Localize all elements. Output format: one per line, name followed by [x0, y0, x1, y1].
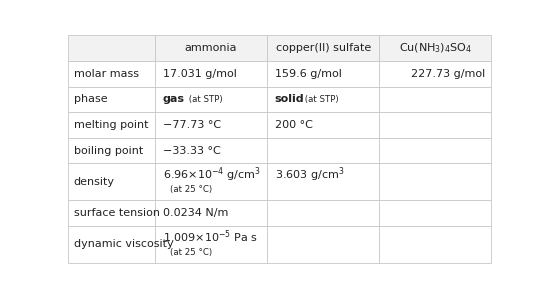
Text: 0.0234 N/m: 0.0234 N/m	[163, 208, 228, 218]
Text: gas: gas	[163, 94, 185, 104]
Bar	[155, 200, 267, 226]
Text: 3.603 g/cm$^3$: 3.603 g/cm$^3$	[275, 165, 344, 184]
Bar	[267, 35, 379, 61]
Bar	[155, 35, 267, 61]
Bar	[68, 200, 155, 226]
Bar	[379, 138, 491, 163]
Bar	[267, 200, 379, 226]
Bar	[68, 112, 155, 138]
Text: −77.73 °C: −77.73 °C	[163, 120, 221, 130]
Bar	[379, 163, 491, 200]
Bar	[267, 138, 379, 163]
Text: −33.33 °C: −33.33 °C	[163, 146, 221, 156]
Bar	[379, 35, 491, 61]
Text: (at 25 °C): (at 25 °C)	[170, 248, 212, 257]
Bar	[68, 35, 155, 61]
Bar	[379, 87, 491, 112]
Bar	[68, 138, 155, 163]
Bar	[155, 87, 267, 112]
Text: 1.009$\times$10$^{-5}$ Pa s: 1.009$\times$10$^{-5}$ Pa s	[163, 229, 258, 245]
Bar	[267, 61, 379, 87]
Text: phase: phase	[74, 94, 108, 104]
Bar	[267, 112, 379, 138]
Bar	[267, 87, 379, 112]
Text: 159.6 g/mol: 159.6 g/mol	[275, 69, 342, 79]
Bar	[379, 226, 491, 263]
Bar	[155, 61, 267, 87]
Text: melting point: melting point	[74, 120, 149, 130]
Text: molar mass: molar mass	[74, 69, 139, 79]
Bar	[379, 61, 491, 87]
Bar	[267, 163, 379, 200]
Bar	[68, 61, 155, 87]
Bar	[68, 87, 155, 112]
Bar	[68, 163, 155, 200]
Text: surface tension: surface tension	[74, 208, 160, 218]
Text: (at STP): (at STP)	[186, 95, 223, 104]
Text: solid: solid	[275, 94, 304, 104]
Text: boiling point: boiling point	[74, 146, 143, 156]
Text: dynamic viscosity: dynamic viscosity	[74, 239, 174, 249]
Text: ammonia: ammonia	[185, 43, 238, 53]
Bar	[379, 200, 491, 226]
Text: density: density	[74, 177, 115, 187]
Text: Cu(NH$_3$)$_4$SO$_4$: Cu(NH$_3$)$_4$SO$_4$	[399, 41, 472, 55]
Text: 227.73 g/mol: 227.73 g/mol	[411, 69, 485, 79]
Bar	[267, 226, 379, 263]
Text: copper(II) sulfate: copper(II) sulfate	[276, 43, 371, 53]
Text: (at 25 °C): (at 25 °C)	[170, 185, 212, 194]
Text: (at STP): (at STP)	[302, 95, 339, 104]
Text: 17.031 g/mol: 17.031 g/mol	[163, 69, 236, 79]
Bar	[379, 112, 491, 138]
Bar	[155, 226, 267, 263]
Bar	[68, 226, 155, 263]
Bar	[155, 112, 267, 138]
Text: 200 °C: 200 °C	[275, 120, 313, 130]
Bar	[155, 138, 267, 163]
Text: 6.96$\times$10$^{-4}$ g/cm$^3$: 6.96$\times$10$^{-4}$ g/cm$^3$	[163, 165, 260, 184]
Bar	[155, 163, 267, 200]
